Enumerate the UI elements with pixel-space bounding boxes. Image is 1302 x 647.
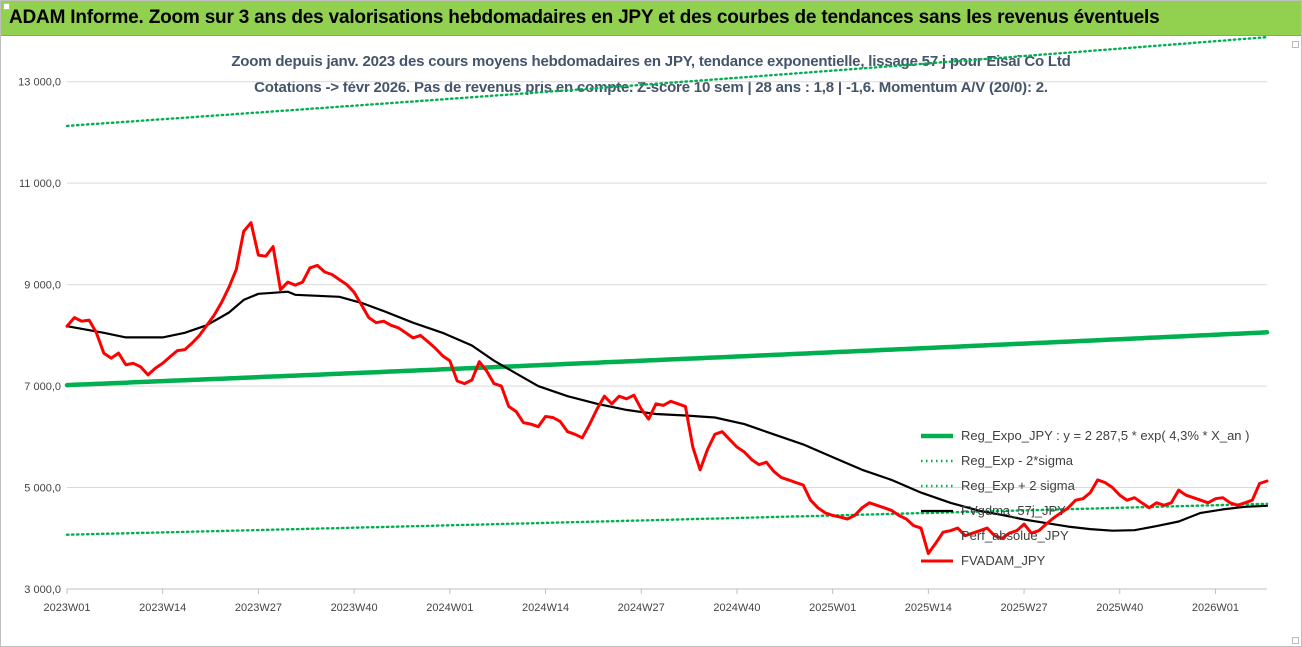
x-tick-label: 2025W14 bbox=[905, 602, 952, 614]
legend-label: FVgdma_57j_JPY bbox=[961, 503, 1066, 518]
x-tick-label: 2023W01 bbox=[43, 602, 90, 614]
chart-handle[interactable] bbox=[3, 3, 10, 10]
y-tick-label: 5 000,0 bbox=[24, 483, 61, 495]
legend-label: Reg_Exp + 2 sigma bbox=[961, 478, 1076, 493]
chart-handle[interactable] bbox=[1292, 637, 1299, 644]
chart-title-line2: Cotations -> févr 2026. Pas de revenus p… bbox=[254, 79, 1048, 96]
series-line bbox=[65, 290, 1269, 532]
header-banner: ADAM Informe. Zoom sur 3 ans des valoris… bbox=[1, 1, 1301, 36]
legend: Reg_Expo_JPY : y = 2 287,5 * exp( 4,3% *… bbox=[921, 428, 1249, 568]
series-line bbox=[64, 330, 1270, 388]
x-tick-label: 2024W40 bbox=[713, 602, 760, 614]
series-lines bbox=[64, 35, 1270, 555]
series-line bbox=[65, 502, 1269, 536]
x-tick-label: 2023W27 bbox=[235, 602, 282, 614]
y-tick-label: 7 000,0 bbox=[24, 381, 61, 393]
chart-title-line1: Zoom depuis janv. 2023 des cours moyens … bbox=[231, 53, 1071, 70]
y-tick-label: 3 000,0 bbox=[24, 584, 61, 596]
x-tick-label: 2025W01 bbox=[809, 602, 856, 614]
y-tick-label: 9 000,0 bbox=[24, 280, 61, 292]
x-tick-label: 2024W14 bbox=[522, 602, 569, 614]
x-axis: 2023W01 2023W14 2023W27 2023W40 2024W01 2024W… bbox=[43, 588, 1267, 614]
y-tick-label: 13 000,0 bbox=[18, 77, 61, 89]
x-tick-label: 2025W27 bbox=[1001, 602, 1048, 614]
legend-label: Reg_Expo_JPY : y = 2 287,5 * exp( 4,3% *… bbox=[961, 428, 1249, 443]
series-line bbox=[65, 35, 1269, 128]
legend-label: FVADAM_JPY bbox=[961, 553, 1046, 568]
gridlines bbox=[67, 81, 1267, 590]
series-line bbox=[65, 221, 1269, 555]
y-axis: 3 000,0 5 000,0 7 000,0 9 000,0 11 000,0 13 0… bbox=[18, 77, 61, 596]
legend-label: Reg_Exp - 2*sigma bbox=[961, 453, 1074, 468]
x-tick-label: 2024W27 bbox=[618, 602, 665, 614]
x-tick-label: 2023W14 bbox=[139, 602, 186, 614]
chart-handle[interactable] bbox=[1292, 41, 1299, 48]
x-tick-label: 2026W01 bbox=[1192, 602, 1239, 614]
legend-label: Perf_absolue_JPY bbox=[961, 528, 1069, 543]
report-title: ADAM Informe. Zoom sur 3 ans des valoris… bbox=[9, 7, 1160, 28]
y-tick-label: 11 000,0 bbox=[19, 178, 61, 190]
x-tick-label: 2023W40 bbox=[331, 602, 378, 614]
x-tick-label: 2024W01 bbox=[426, 602, 473, 614]
x-tick-label: 2025W40 bbox=[1096, 602, 1143, 614]
